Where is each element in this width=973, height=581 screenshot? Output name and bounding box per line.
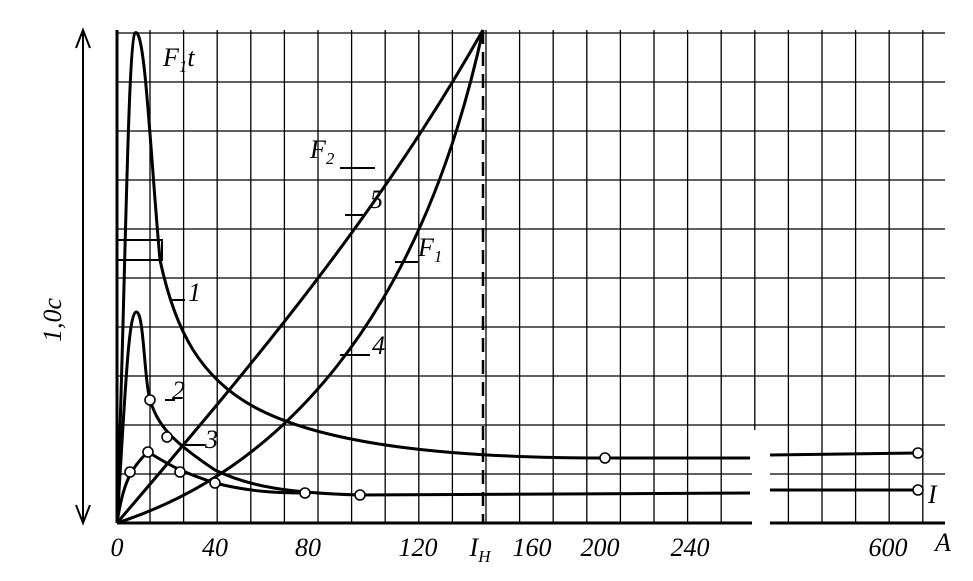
- label-1: 1: [188, 278, 201, 307]
- x-tick-label: 40: [202, 533, 228, 562]
- points: [124, 394, 924, 501]
- label-3: 3: [204, 425, 218, 454]
- x-tick-label: 0: [111, 533, 124, 562]
- x-tick-label: 200: [581, 533, 620, 562]
- label-f2: F2: [309, 135, 335, 168]
- rated-current-label: IH: [469, 533, 493, 566]
- label-2: 2: [172, 376, 185, 405]
- axis-break: [752, 430, 770, 530]
- x-unit: A: [933, 528, 951, 557]
- x-ticks: 0 40 80 120 160 200 240 600 IH A: [111, 528, 952, 566]
- curve-1: [115, 31, 750, 524]
- grid: [117, 30, 945, 523]
- curve-1-end: [769, 451, 919, 457]
- curve-2: [115, 310, 751, 524]
- label-I: I: [927, 480, 938, 509]
- y-arrow-heads: [75, 27, 91, 526]
- label-5: 5: [370, 185, 383, 214]
- x-tick-label: 240: [671, 533, 710, 562]
- y-axis-label: 1,0c: [38, 298, 67, 343]
- x-tick-label: 600: [869, 533, 908, 562]
- x-tick-label: 160: [513, 533, 552, 562]
- label-f1: F1: [417, 233, 442, 266]
- label-f1t: F1t: [162, 43, 195, 76]
- curve-f1: [116, 29, 485, 525]
- curve-3: [115, 450, 306, 524]
- x-tick-label: 80: [295, 533, 321, 562]
- x-tick-label: 120: [399, 533, 438, 562]
- leaders: [165, 167, 418, 446]
- curve-f2: [115, 29, 485, 524]
- label-4: 4: [372, 331, 385, 360]
- marker-box: [116, 239, 163, 261]
